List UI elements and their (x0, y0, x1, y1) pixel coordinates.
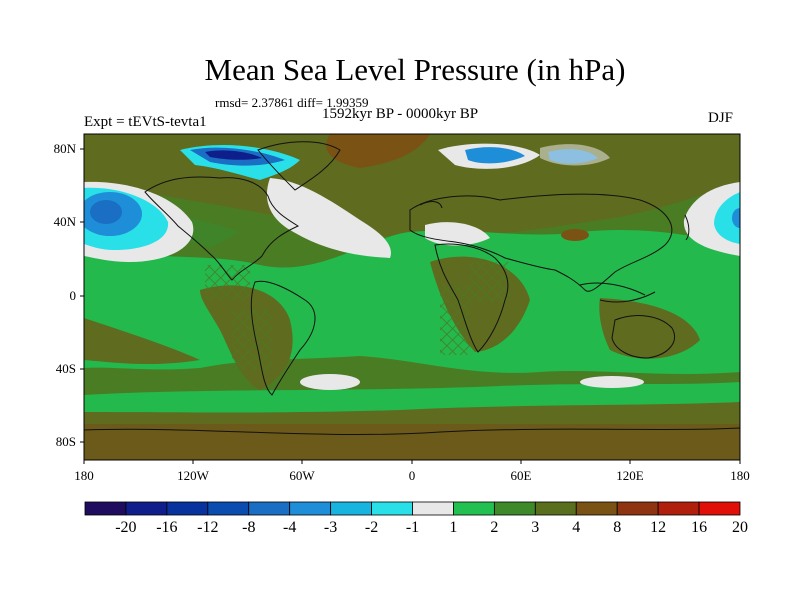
hatch-africa (470, 262, 510, 302)
coast-north-america (144, 176, 300, 281)
field-australia (599, 298, 700, 359)
coast-eurasia (409, 193, 673, 292)
colorbar-label: 20 (732, 519, 748, 536)
colorbar-label: 2 (490, 519, 499, 536)
lat-label-80n: 80N (53, 141, 76, 156)
period-text: 1592kyr BP - 0000kyr BP (322, 106, 479, 122)
colorbar-box (575, 501, 618, 516)
field-siberia-low-2 (465, 147, 525, 164)
field-antarctic (84, 424, 740, 460)
colorbar-box (207, 501, 250, 516)
lon-label-60e: 60E (510, 468, 532, 483)
colorbar-box (534, 501, 577, 516)
lat-label-40n: 40N (53, 214, 76, 229)
field-arctic-high (326, 134, 430, 168)
colorbar-label: -3 (323, 519, 338, 536)
colorbar-box (698, 501, 741, 516)
colorbar-box (289, 501, 332, 516)
lat-label-80s: 80S (55, 434, 76, 449)
field-sindian-low (580, 376, 644, 388)
season-label: DJF (708, 110, 734, 126)
axis-ticks (80, 148, 741, 464)
colorbar-box (493, 501, 536, 516)
field-southern-band (84, 382, 740, 413)
colorbar-box (453, 501, 495, 516)
field-natlantic-low (266, 178, 391, 258)
colorbar-label: 3 (531, 519, 540, 536)
coast-greenland (257, 141, 341, 191)
colorbar-box (657, 501, 700, 516)
colorbar-box (84, 501, 127, 516)
coast-australia (611, 315, 675, 359)
coastlines (84, 141, 740, 436)
colorbar-box (166, 501, 209, 516)
colorbar-label: 16 (691, 519, 708, 536)
colorbar-label: 1 (449, 519, 458, 536)
colorbar-box (371, 501, 413, 516)
figure-title: Mean Sea Level Pressure (in hPa) (204, 52, 626, 87)
field-labrador-low (275, 185, 299, 218)
lat-label-40s: 40S (55, 361, 76, 376)
coast-antarctica (84, 427, 740, 436)
colorbar-label: -8 (242, 519, 256, 536)
field-npacific-east-3 (732, 208, 740, 228)
lon-label-120w: 120W (177, 468, 209, 483)
map-plot-area (84, 134, 740, 460)
field-satlantic-low (300, 374, 360, 390)
colorbar-box (412, 501, 454, 516)
colorbar-label: 4 (572, 519, 581, 536)
field-asia-high (561, 229, 589, 241)
coast-japan (684, 214, 690, 241)
lon-label-120e: 120E (616, 468, 644, 483)
coast-indonesia (579, 282, 656, 303)
colorbar-label: -1 (405, 519, 420, 536)
colorbar-box (330, 501, 372, 516)
colorbar-label: -20 (115, 519, 137, 536)
lon-label-180w: 180 (74, 468, 94, 483)
colorbar-box (125, 501, 168, 516)
coast-uk (419, 201, 443, 209)
field-east-pacific (84, 318, 200, 365)
colorbar-label: -4 (283, 519, 297, 536)
colorbar-label: 12 (650, 519, 667, 536)
coast-africa (434, 243, 509, 353)
experiment-label: Expt = tEVtS-tevta1 (84, 114, 207, 130)
field-siberia-low-4 (540, 144, 610, 166)
stats-text: rmsd= 2.37861 diff= 1.99359 (215, 95, 369, 110)
field-npacific-east-2 (714, 192, 740, 244)
lon-label-60w: 60W (289, 468, 315, 483)
field-canada-low-3 (205, 150, 262, 160)
colorbar-label: 8 (613, 519, 622, 536)
field-npacific-low-4 (90, 200, 122, 224)
colorbar-box (248, 501, 291, 516)
coast-south-america (250, 280, 316, 396)
colorbar-box (616, 501, 659, 516)
colorbar-label: -16 (156, 519, 178, 536)
lon-label-180e: 180 (730, 468, 750, 483)
lon-label-0: 0 (408, 468, 416, 483)
colorbar (84, 501, 741, 516)
colorbar-label: -2 (364, 519, 379, 536)
lat-label-eq: 0 (69, 288, 77, 303)
colorbar-label: -12 (197, 519, 219, 536)
